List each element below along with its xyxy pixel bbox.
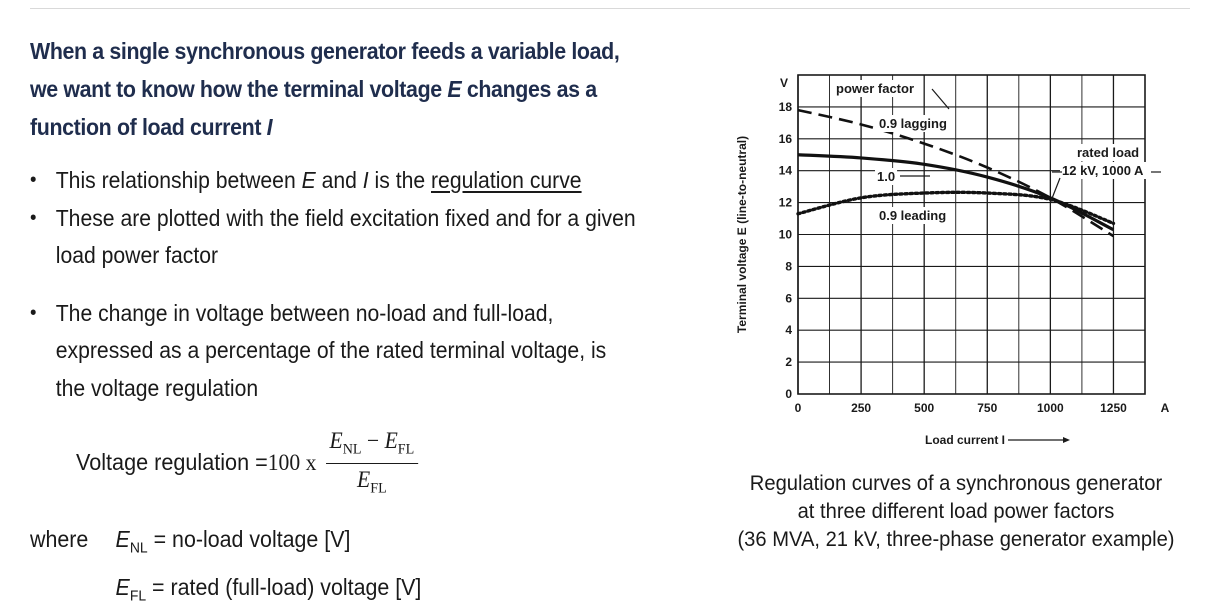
y-tick-label: 2 <box>785 355 792 369</box>
formula-definitions: where ENL = no-load voltage [V] EFL = rat… <box>30 526 422 605</box>
y-tick-label: 8 <box>785 259 792 273</box>
chart-series <box>796 108 1116 238</box>
rated-load-value-label: 12 kV, 1000 A <box>1062 163 1144 178</box>
top-divider <box>30 8 1190 9</box>
unity-label: 1.0 <box>877 169 895 184</box>
y-tick-label: 0 <box>785 387 792 401</box>
unity-label-bg <box>875 168 898 185</box>
series-line <box>796 190 1116 226</box>
x-tick-label: 0 <box>795 401 802 415</box>
x-tick-label: 250 <box>851 401 871 415</box>
regulation-curve-term: regulation curve <box>431 167 582 193</box>
rated-load-pointer <box>1049 177 1061 203</box>
regulation-chart: 0 250 500 750 1000 1250 A 0 2 4 6 8 10 12 14 16 18 V Load … <box>735 74 1170 447</box>
x-tick-label: 1250 <box>1100 401 1127 415</box>
bullet-list: This relationship between E and I is the… <box>30 162 637 407</box>
y-tick-label: 16 <box>779 132 793 146</box>
slide-heading: When a single synchronous generator feed… <box>30 38 620 140</box>
rated-load-value-label-bg <box>1060 162 1147 179</box>
y-tick-label: 6 <box>785 291 792 305</box>
leading-label: 0.9 leading <box>879 208 946 223</box>
leading-label-bg <box>877 207 949 224</box>
x-axis-title: Load current I <box>925 433 1005 447</box>
y-tick-label: 12 <box>779 196 793 210</box>
bullet-regulation-curve: This relationship between E and I is the… <box>30 162 637 200</box>
plot-frame <box>797 74 1146 395</box>
y-tick-label: 14 <box>779 164 793 178</box>
x-axis-arrow-head <box>1063 437 1070 443</box>
chart-caption: Regulation curves of a synchronous gener… <box>737 472 1175 551</box>
x-tick-label: 750 <box>977 401 997 415</box>
formula-fraction: ENL − EFL EFL <box>325 428 419 497</box>
voltage-regulation-formula: Voltage regulation = 100 x ENL − EFL EFL <box>76 428 419 497</box>
rated-load-label-bg <box>1075 144 1142 161</box>
y-tick-label: 18 <box>779 100 793 114</box>
power-factor-label: power factor <box>836 81 914 96</box>
x-unit-label: A <box>1161 401 1170 415</box>
y-unit-label: V <box>780 76 788 90</box>
chart-grid <box>797 74 1146 395</box>
lagging-label: 0.9 lagging <box>879 116 947 131</box>
power-factor-label-bg <box>834 80 917 97</box>
x-tick-label: 1000 <box>1037 401 1064 415</box>
bullet-plot-conditions: These are plotted with the field excitat… <box>30 200 637 275</box>
lagging-label-bg <box>877 115 949 132</box>
rated-load-label: rated load <box>1077 145 1139 160</box>
y-axis-title: Terminal voltage E (line-to-neutral) <box>735 136 749 333</box>
y-tick-label: 10 <box>779 228 793 242</box>
bullet-voltage-regulation: The change in voltage between no-load an… <box>30 295 637 408</box>
y-tick-label: 4 <box>785 323 792 337</box>
chart-labels: 0 250 500 750 1000 1250 A 0 2 4 6 8 10 12 14 16 18 V Load … <box>735 76 1170 447</box>
x-tick-label: 500 <box>914 401 934 415</box>
power-factor-pointer <box>931 88 950 110</box>
